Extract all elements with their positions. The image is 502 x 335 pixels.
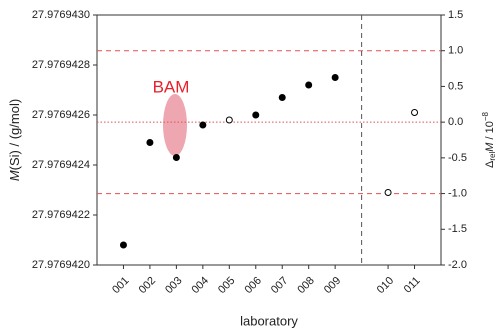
x-tick-label: 001 [110,275,131,296]
x-tick-label: 008 [295,275,316,296]
marker [305,81,313,89]
marker [384,189,392,196]
y2-axis-label: ΔrelM / 10−8 [481,111,497,168]
y-tick-label: 27.9769428 [32,59,90,71]
marker [172,154,180,161]
marker [331,74,339,81]
y2-label-part: M [484,142,496,152]
marker [225,116,233,124]
x-tick-label: 002 [137,275,158,296]
y2-tick-label: 0.5 [448,80,463,92]
x-tick-label: 010 [375,275,396,296]
y2-tick-label: 1.0 [448,45,463,57]
y2-tick-label: 0.0 [448,116,463,128]
marker [278,94,286,101]
x-tick-label: 011 [402,275,423,296]
x-tick-label: 005 [216,275,237,296]
plot-frame [96,14,442,266]
y2-tick-label: -1.5 [448,223,467,235]
marker [146,139,154,146]
y-axis-label: M(Si) / (g/mol) [7,99,22,181]
y2-tick-label: 1.5 [448,9,463,21]
y2-tick-label: -2.0 [448,259,467,271]
y-tick-label: 27.9769430 [32,9,90,21]
annotation: BAM [153,77,190,96]
y-tick-label: 27.9769420 [32,259,90,271]
x-axis-label: laboratory [240,313,298,328]
marker [252,111,260,119]
x-tick-label: 009 [322,275,343,296]
y-tick-label: 27.9769422 [32,209,90,221]
y2-label-part: Δ [484,160,496,168]
marker [199,121,207,129]
y2-label-part: rel [488,152,497,161]
x-tick-label: 006 [242,275,263,296]
y-tick-label: 27.9769426 [32,109,90,121]
y2-label-part: / 10 [484,121,496,142]
x-tick-label: 004 [190,275,211,296]
highlight-ellipse [163,94,187,156]
marker [411,109,419,116]
y2-label-part: −8 [481,111,490,121]
x-tick-label: 007 [269,275,290,296]
y2-tick-label: -0.5 [448,152,467,164]
y-label-part: M [7,170,22,181]
y2-tick-label: -1.0 [448,187,467,199]
marker [119,241,127,249]
y-label-part: (Si) / (g/mol) [7,99,22,171]
x-tick-label: 003 [163,275,184,296]
y-tick-label: 27.9769424 [32,159,90,171]
